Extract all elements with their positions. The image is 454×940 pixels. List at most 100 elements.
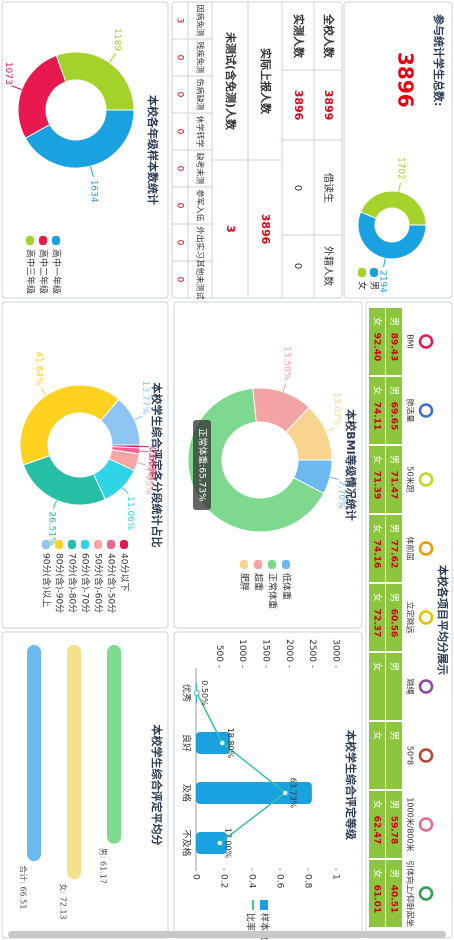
- y2-tick-label: 0.8: [303, 874, 313, 889]
- legend-swatch: [107, 540, 115, 549]
- legend-swatch: [268, 560, 276, 569]
- legend-label: 男: [369, 281, 380, 290]
- summary-total: 3896: [394, 52, 418, 108]
- legend-label: 超重: [253, 573, 265, 591]
- score-icon: [418, 748, 434, 763]
- leader-line: [121, 487, 129, 495]
- y-tick-label: 500: [214, 645, 224, 662]
- value-label: 女: 72.13: [59, 883, 69, 919]
- score-cell: [369, 791, 385, 858]
- leader-line: [40, 387, 47, 396]
- bar: [107, 645, 121, 844]
- y-tick-label: 2500: [307, 639, 317, 662]
- legend-swatch: [240, 560, 248, 569]
- legend-label: 女: [357, 281, 369, 290]
- score-icon: [418, 610, 434, 625]
- value-label: 0.50%: [200, 680, 209, 706]
- legend-swatch: [120, 540, 128, 549]
- score-icon: [418, 679, 434, 694]
- score-cell: [369, 722, 385, 789]
- sex-label: 女: [372, 731, 384, 740]
- leader-line: [11, 85, 22, 91]
- score-value: 61.01: [372, 885, 382, 913]
- value-label: 2194: [377, 270, 387, 293]
- x-tick-label: 优秀: [181, 684, 193, 702]
- score-name: 体前屈: [406, 537, 416, 561]
- score-cell: [386, 515, 402, 582]
- y-tick-label: 1500: [261, 639, 271, 662]
- table-cell: 实际上报人数: [259, 48, 273, 115]
- summary-title: 参与统计学生总数:: [432, 14, 446, 106]
- legend-label: 50分(含)-60分: [93, 553, 105, 613]
- legend-label: 正常体重: [267, 573, 279, 609]
- sex-label: 女: [372, 869, 384, 878]
- y-tick-label: 2000: [284, 639, 294, 662]
- score-value: 60.56: [389, 609, 399, 637]
- leader-line: [90, 166, 94, 177]
- score-value: 69.65: [389, 402, 399, 430]
- y2-tick-label: 0.4: [247, 874, 257, 889]
- reason-count: 0: [175, 92, 185, 98]
- value-label: 17.00%: [223, 828, 232, 859]
- sex-label: 女: [372, 800, 384, 809]
- leader-line: [52, 500, 58, 509]
- legend-label: 高中三年级: [25, 249, 37, 294]
- bar: [27, 645, 41, 862]
- score-icon: [418, 334, 434, 349]
- leader-line: [383, 258, 386, 268]
- reason-count: 0: [175, 277, 185, 283]
- sex-label: 女: [372, 662, 384, 671]
- tooltip-text: 正常体重:65.73%: [197, 428, 209, 502]
- legend-swatch: [42, 540, 50, 549]
- score-cell: [369, 584, 385, 651]
- reason-count: 0: [175, 240, 185, 246]
- table-cell: 3896: [259, 214, 272, 245]
- legend-label: 比率: [245, 913, 257, 931]
- score-table-title: 本校各项目平均分展示: [436, 565, 450, 675]
- legend-swatch: [94, 540, 102, 549]
- value-label: 1702: [396, 157, 406, 180]
- scrollbar[interactable]: [8, 931, 446, 938]
- score-name: 引体向上/仰卧起坐: [406, 860, 416, 927]
- value-label: 男: 61.17: [99, 848, 108, 884]
- legend-swatch: [52, 236, 60, 245]
- score-cell: [386, 860, 402, 927]
- score-value: 72.37: [372, 609, 382, 637]
- sex-label: 女: [372, 524, 384, 533]
- value-label: 0.80%: [146, 447, 156, 476]
- pie-slice: [24, 109, 135, 169]
- score-icon: [418, 403, 434, 418]
- y-tick-label: 1000: [237, 639, 247, 662]
- sex-label: 男: [389, 524, 400, 533]
- sex-label: 男: [389, 869, 400, 878]
- legend-swatch: [254, 560, 262, 569]
- value-label: 11.06%: [125, 496, 135, 531]
- line-point: [219, 740, 226, 746]
- sex-label: 男: [389, 386, 400, 395]
- reason-label: 参军入伍: [196, 190, 206, 222]
- reason-label: 休学转学: [196, 116, 206, 148]
- pie-slice: [359, 190, 427, 226]
- value-label: 1189: [112, 28, 122, 51]
- reason-label: 外出实习: [196, 227, 206, 259]
- bar: [196, 782, 312, 804]
- panel: [173, 301, 363, 629]
- value-label: 4.65%: [143, 466, 153, 495]
- reason-count: 0: [175, 55, 185, 61]
- score-name: 肺活量: [406, 399, 416, 423]
- value-label: 13.77%: [140, 380, 150, 415]
- reason-count: 3: [175, 18, 185, 24]
- x-tick-label: 及格: [181, 784, 193, 802]
- score-cell: [386, 791, 402, 858]
- chart-title: 本校BMI等级情况统计: [344, 409, 358, 520]
- score-name: 50米跑: [406, 466, 416, 492]
- table-cell: 外籍人数: [322, 246, 335, 286]
- chart-title: 本校学生综合评定等级: [344, 730, 358, 841]
- sex-label: 男: [389, 455, 400, 464]
- chart-title: 本校各年级样本数统计: [146, 95, 160, 205]
- score-icon: [418, 541, 434, 556]
- score-value: 59.78: [389, 816, 399, 844]
- legend-label: 高中一年级: [51, 249, 63, 294]
- x-tick-label: 不及格: [181, 829, 193, 856]
- value-label: 13.50%: [281, 346, 291, 381]
